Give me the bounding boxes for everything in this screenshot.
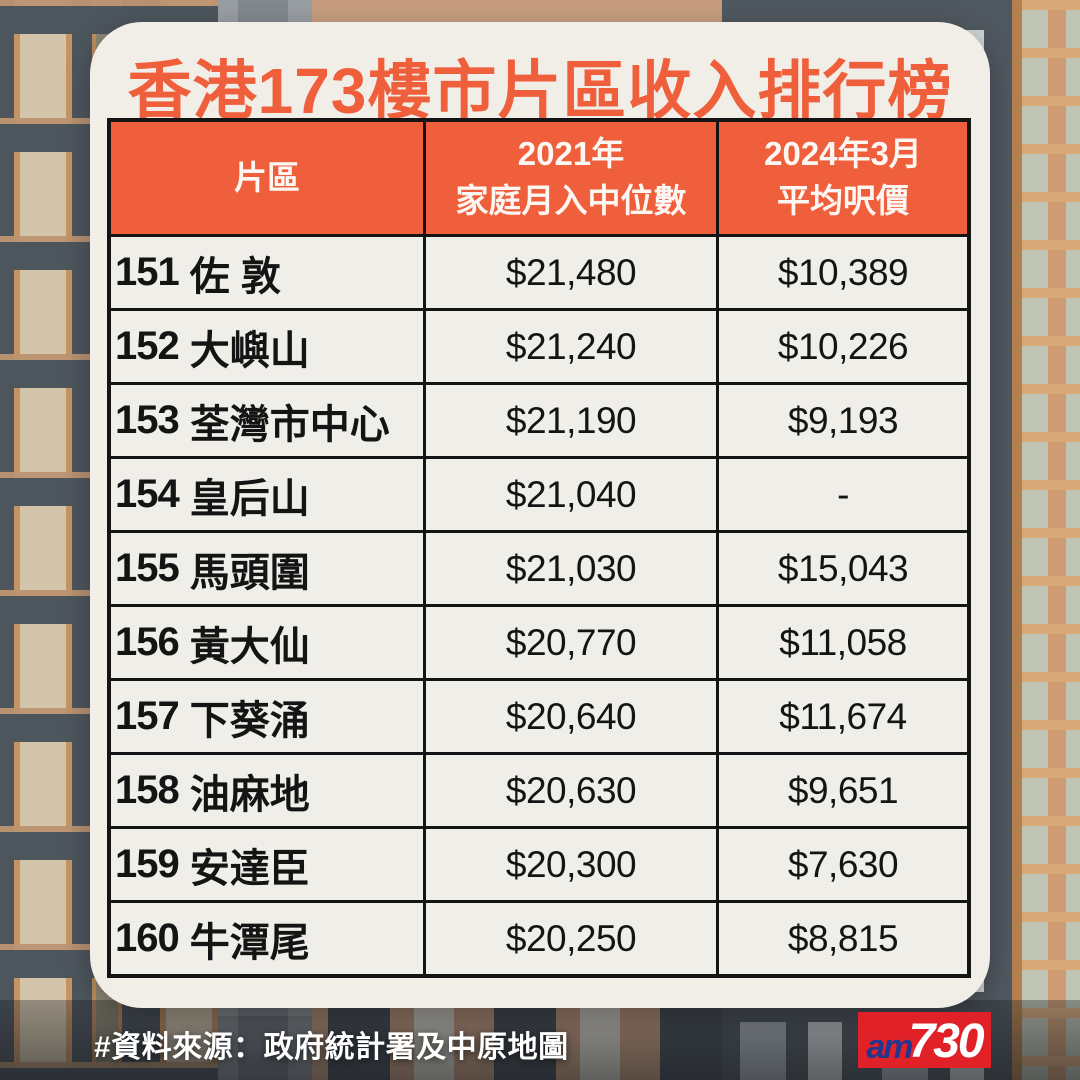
price-cell: $10,226 — [719, 311, 967, 382]
district-rank: 160 — [115, 916, 180, 960]
table-row: 154 皇后山 $21,040 - — [111, 459, 967, 530]
income-cell: $21,190 — [426, 385, 716, 456]
table-header-row: 片區 2021年 家庭月入中位數 2024年3月 平均呎價 — [111, 122, 967, 234]
header-price: 2024年3月 平均呎價 — [719, 122, 967, 234]
district-cell: 159 安達臣 — [111, 829, 423, 900]
district-name: 馬頭圍 — [189, 550, 310, 595]
table-row: 160 牛潭尾 $20,250 $8,815 — [111, 903, 967, 974]
am730-logo-730: 730 — [908, 1014, 985, 1068]
income-cell: $21,240 — [426, 311, 716, 382]
income-cell: $20,250 — [426, 903, 716, 974]
district-rank: 154 — [115, 472, 180, 516]
am730-logo: am 730 — [858, 1012, 991, 1068]
table-row: 151 佐 敦 $21,480 $10,389 — [111, 237, 967, 308]
district-rank: 153 — [115, 398, 180, 442]
infographic-card: 香港173樓市片區收入排行榜 片區 2021年 家庭月入中位數 2024年3月 … — [90, 22, 990, 1008]
header-price-line2: 平均呎價 — [777, 182, 909, 219]
income-cell: $20,770 — [426, 607, 716, 678]
table-row: 159 安達臣 $20,300 $7,630 — [111, 829, 967, 900]
header-income: 2021年 家庭月入中位數 — [426, 122, 716, 234]
district-cell: 160 牛潭尾 — [111, 903, 423, 974]
income-cell: $21,040 — [426, 459, 716, 530]
district-rank: 152 — [115, 324, 180, 368]
header-price-line1: 2024年3月 — [764, 135, 922, 173]
district-cell: 155 馬頭圍 — [111, 533, 423, 604]
district-cell: 154 皇后山 — [111, 459, 423, 530]
district-rank: 158 — [115, 768, 180, 812]
price-cell: $8,815 — [719, 903, 967, 974]
district-name: 安達臣 — [189, 846, 310, 891]
district-cell: 157 下葵涌 — [111, 681, 423, 752]
district-cell: 153 荃灣市中心 — [111, 385, 423, 456]
ranking-table: 片區 2021年 家庭月入中位數 2024年3月 平均呎價 151 佐 敦 $2… — [107, 118, 971, 978]
page-title: 香港173樓市片區收入排行榜 — [127, 55, 953, 127]
district-name: 牛潭尾 — [189, 920, 310, 965]
income-cell: $20,640 — [426, 681, 716, 752]
price-cell: $15,043 — [719, 533, 967, 604]
price-cell: $11,674 — [719, 681, 967, 752]
table-row: 158 油麻地 $20,630 $9,651 — [111, 755, 967, 826]
header-district: 片區 — [111, 122, 423, 234]
table-row: 156 黃大仙 $20,770 $11,058 — [111, 607, 967, 678]
price-cell: $11,058 — [719, 607, 967, 678]
income-cell: $20,630 — [426, 755, 716, 826]
price-cell: $7,630 — [719, 829, 967, 900]
table-row: 155 馬頭圍 $21,030 $15,043 — [111, 533, 967, 604]
district-cell: 152 大嶼山 — [111, 311, 423, 382]
district-name: 油麻地 — [189, 772, 310, 817]
table-row: 157 下葵涌 $20,640 $11,674 — [111, 681, 967, 752]
price-cell: $9,651 — [719, 755, 967, 826]
district-rank: 156 — [115, 620, 180, 664]
district-rank: 157 — [115, 694, 180, 738]
table-row: 153 荃灣市中心 $21,190 $9,193 — [111, 385, 967, 456]
district-name: 佐 敦 — [189, 254, 281, 299]
district-cell: 151 佐 敦 — [111, 237, 423, 308]
income-cell: $20,300 — [426, 829, 716, 900]
income-cell: $21,480 — [426, 237, 716, 308]
am730-logo-am: am — [866, 1028, 913, 1066]
header-district-line1: 片區 — [234, 158, 300, 196]
district-name: 黃大仙 — [189, 624, 310, 669]
district-name: 皇后山 — [189, 476, 310, 521]
district-name: 下葵涌 — [189, 698, 310, 743]
income-cell: $21,030 — [426, 533, 716, 604]
district-cell: 158 油麻地 — [111, 755, 423, 826]
district-name: 荃灣市中心 — [189, 402, 390, 447]
table-row: 152 大嶼山 $21,240 $10,226 — [111, 311, 967, 382]
data-source-caption: #資料來源：政府統計署及中原地圖 — [94, 1031, 569, 1064]
header-income-line2: 家庭月入中位數 — [455, 182, 687, 219]
district-rank: 155 — [115, 546, 180, 590]
price-cell: - — [719, 459, 967, 530]
price-cell: $10,389 — [719, 237, 967, 308]
district-name: 大嶼山 — [189, 328, 310, 373]
building-right-orange — [1012, 0, 1080, 1080]
price-cell: $9,193 — [719, 385, 967, 456]
district-cell: 156 黃大仙 — [111, 607, 423, 678]
district-rank: 159 — [115, 842, 180, 886]
header-income-line1: 2021年 — [517, 135, 625, 173]
district-rank: 151 — [115, 250, 180, 294]
